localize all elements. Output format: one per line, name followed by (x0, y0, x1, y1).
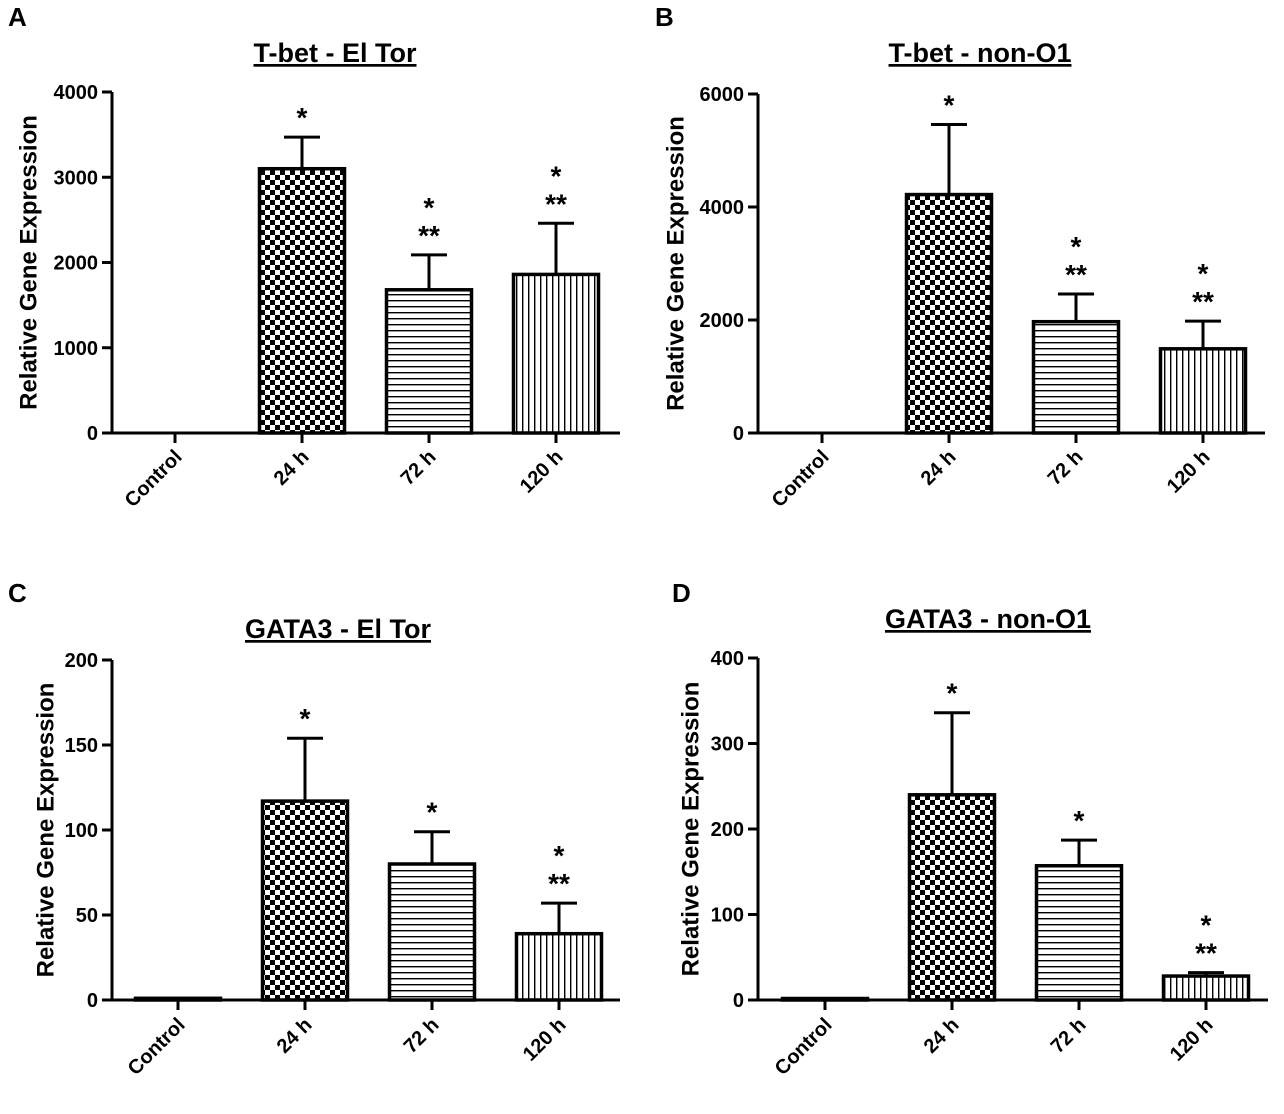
x-tick-label: 72 h (1044, 446, 1088, 490)
bar-24h (257, 166, 347, 435)
bar-72h (1031, 319, 1121, 435)
chart-title: GATA3 - non-O1 (885, 604, 1091, 634)
x-tick-label: 120 h (516, 446, 568, 498)
y-tick-label: 0 (733, 423, 744, 445)
chart-title: T-bet - non-O1 (889, 38, 1072, 68)
y-tick-label: 0 (87, 423, 98, 445)
significance-marker: * (1201, 910, 1212, 941)
y-tick-label: 4000 (54, 82, 99, 104)
chart-title: T-bet - El Tor (254, 38, 417, 68)
y-tick-label: 6000 (700, 84, 745, 106)
chart-panel-d: D GATA3 - non-O1 Relative Gene Expression 0… (672, 578, 1268, 1080)
chart-panel-c: C GATA3 - El Tor Relative Gene Expression 0… (8, 578, 620, 1080)
y-tick-label: 200 (711, 819, 744, 841)
bar-72h (387, 862, 477, 1002)
x-tick-label: 24 h (917, 446, 961, 490)
y-tick-label: 200 (65, 650, 98, 672)
chart-title: GATA3 - El Tor (245, 614, 431, 644)
x-tick-label: Control (124, 1014, 190, 1080)
significance-marker: ** (1065, 259, 1087, 290)
x-tick-label: 72 h (400, 1014, 444, 1058)
x-tick-label: Control (771, 1014, 837, 1080)
bar-72h (1034, 864, 1124, 1002)
bar-120h (1158, 347, 1248, 435)
y-tick-label: 100 (65, 820, 98, 842)
x-tick-label: Control (121, 446, 187, 512)
y-tick-label: 3000 (54, 167, 99, 189)
significance-marker: * (300, 703, 311, 734)
significance-marker: * (1074, 805, 1085, 836)
x-tick-label: 72 h (397, 446, 441, 490)
bar-120h (511, 272, 601, 435)
bar-120h (1161, 974, 1251, 1002)
significance-marker: * (424, 192, 435, 223)
panel-letter: C (8, 578, 27, 608)
chart-panel-b: B T-bet - non-O1 Relative Gene Expression 0… (655, 2, 1265, 512)
y-axis-label: Relative Gene Expression (662, 116, 689, 411)
bar-24h (907, 793, 997, 1002)
x-tick-label: 72 h (1047, 1014, 1091, 1058)
significance-marker: * (1071, 231, 1082, 262)
significance-marker: ** (545, 188, 567, 219)
y-tick-label: 150 (65, 735, 98, 757)
y-tick-label: 0 (87, 990, 98, 1012)
x-tick-label: 24 h (920, 1014, 964, 1058)
significance-marker: * (427, 797, 438, 828)
panel-letter: D (672, 578, 691, 608)
panel-letter: A (8, 2, 27, 32)
significance-marker: * (947, 678, 958, 709)
bar-120h (514, 931, 604, 1002)
y-tick-label: 2000 (54, 253, 99, 275)
bar-24h (260, 799, 350, 1002)
y-tick-label: 50 (76, 905, 98, 927)
significance-marker: ** (418, 220, 440, 251)
significance-marker: * (551, 160, 562, 191)
bar-72h (384, 288, 474, 435)
y-tick-label: 100 (711, 905, 744, 927)
bar-control (780, 996, 870, 1002)
bar-control (133, 996, 223, 1002)
y-tick-label: 1000 (54, 338, 99, 360)
x-tick-label: 120 h (1166, 1014, 1218, 1066)
y-tick-label: 300 (711, 734, 744, 756)
significance-marker: * (1198, 258, 1209, 289)
x-tick-label: 120 h (1163, 446, 1215, 498)
y-tick-label: 400 (711, 648, 744, 670)
significance-marker: ** (1195, 938, 1217, 969)
x-tick-label: 120 h (519, 1014, 571, 1066)
y-axis-label: Relative Gene Expression (32, 683, 59, 978)
bar-24h (904, 192, 994, 435)
y-tick-label: 2000 (700, 310, 745, 332)
y-axis-label: Relative Gene Expression (677, 682, 704, 977)
y-tick-label: 4000 (700, 197, 745, 219)
y-tick-label: 0 (733, 990, 744, 1012)
x-tick-label: 24 h (273, 1014, 317, 1058)
significance-marker: * (297, 102, 308, 133)
y-axis-label: Relative Gene Expression (15, 115, 42, 410)
x-tick-label: 24 h (270, 446, 314, 490)
significance-marker: * (944, 90, 955, 121)
x-tick-label: Control (768, 446, 834, 512)
significance-marker: * (554, 840, 565, 871)
significance-marker: ** (1192, 286, 1214, 317)
panel-letter: B (655, 2, 674, 32)
significance-marker: ** (548, 868, 570, 899)
chart-panel-a: A T-bet - El Tor Relative Gene Expression 0… (8, 2, 620, 512)
